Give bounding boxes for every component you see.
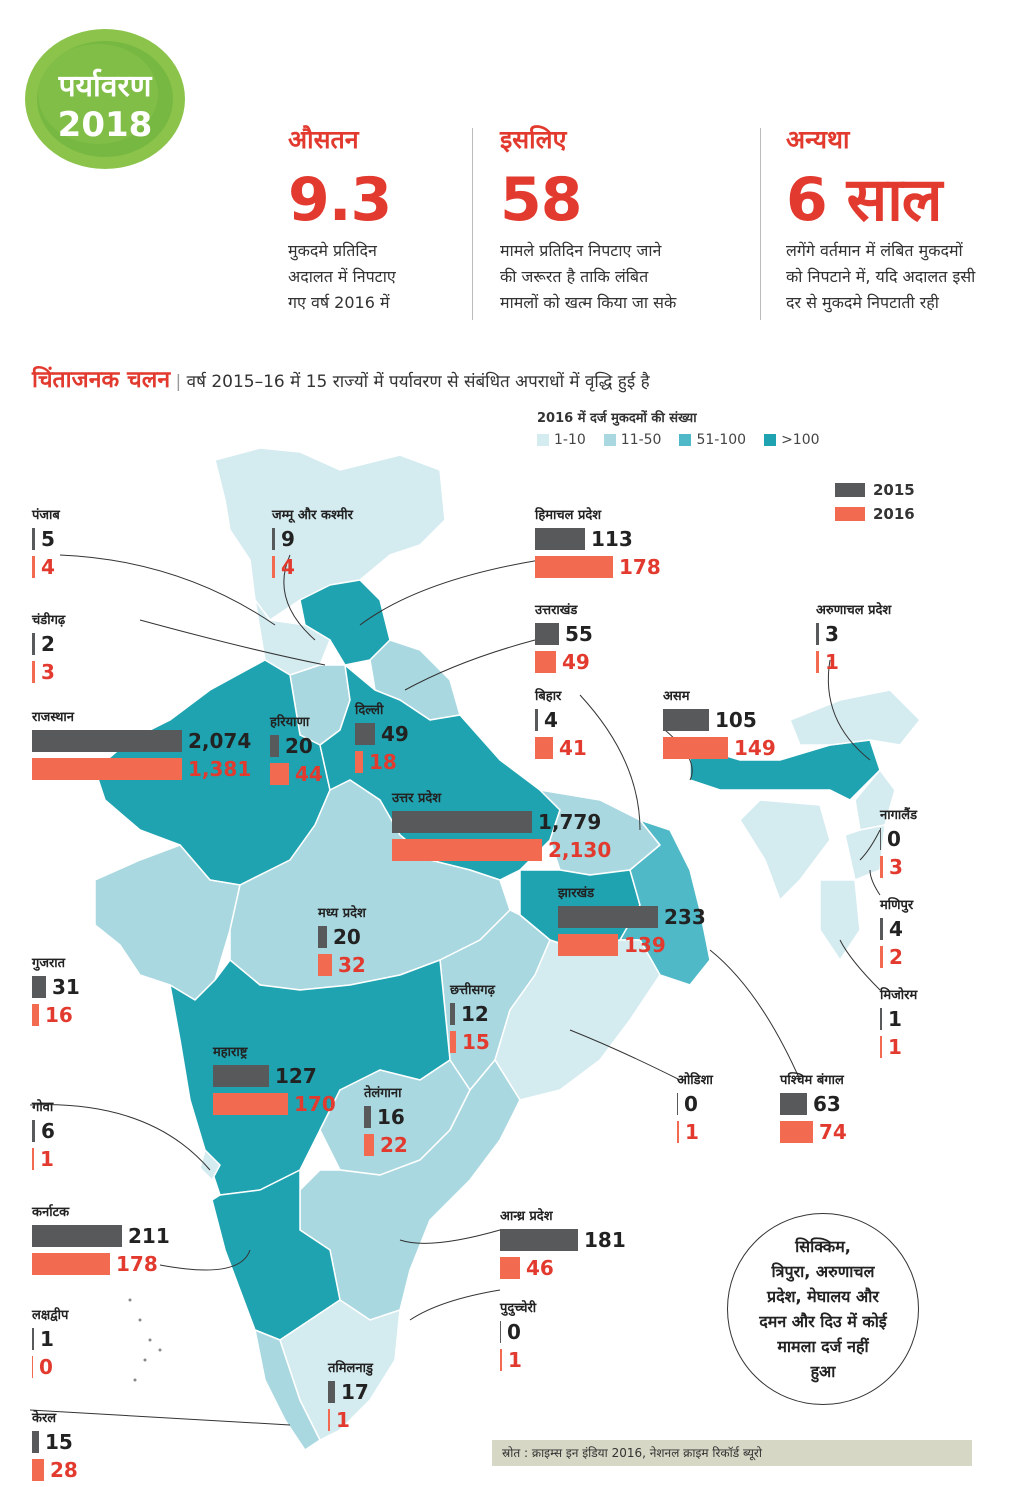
state-punjab: पंजाब 5 4 <box>32 508 60 579</box>
state-chandigarh: चंडीगढ़ 2 3 <box>32 613 66 684</box>
state-lakshadweep: लक्षद्वीप 1 0 <box>32 1308 69 1379</box>
stat-text-line: दर से मुकदमे निपटाती रही <box>786 293 939 312</box>
stat-head: औसतन <box>288 125 359 154</box>
state-manipur: मणिपुर 4 2 <box>880 898 914 969</box>
note-line: त्रिपुरा, अरुणाचल <box>771 1262 875 1281</box>
state-puducherry: पुदुच्चेरी 0 1 <box>500 1301 537 1372</box>
source-note: स्रोत : क्राइम्स इन इंडिया 2016, नेशनल क… <box>492 1440 972 1466</box>
state-telangana: तेलंगाना 16 22 <box>364 1086 408 1157</box>
state-assam: असम 105 149 <box>663 689 776 760</box>
stat-text-line: लगेंगे वर्तमान में लंबित मुकदमों <box>786 241 963 260</box>
state-tamil-nadu: तमिलनाडु 17 1 <box>328 1361 373 1432</box>
state-karnataka: कर्नाटक 211 178 <box>32 1205 170 1276</box>
region-goa <box>199 1149 221 1181</box>
environment-2018-badge: पर्यावरण 2018 <box>25 29 185 169</box>
leader-lines <box>29 554 881 1426</box>
legend-bin: 51-100 <box>679 432 746 448</box>
note-line: दमन और दिउ में कोई <box>759 1312 887 1331</box>
stat-text-line: की जरूरत है ताकि लंबित <box>500 267 649 286</box>
stat-text-line: अदालत में निपटाए <box>288 267 396 286</box>
badge-line1: पर्यावरण <box>58 68 153 104</box>
state-chhattisgarh: छत्तीसगढ़ 12 15 <box>450 983 495 1054</box>
state-nagaland: नागालैंड 0 3 <box>880 808 918 879</box>
note-line: सिक्किम, <box>795 1237 851 1256</box>
state-gujarat: गुजरात 31 16 <box>32 956 80 1027</box>
state-maharashtra: महाराष्ट्र 127 170 <box>213 1045 336 1116</box>
note-line: मामला दर्ज नहीं <box>777 1337 869 1356</box>
region-assam <box>689 739 881 801</box>
state-west-bengal: पश्चिम बंगाल 63 74 <box>780 1073 847 1144</box>
region-manipur <box>844 824 886 881</box>
legend-bin: 11-50 <box>603 432 661 448</box>
region-mizoram <box>819 879 861 961</box>
state-uttar-pradesh: उत्तर प्रदेश 1,779 2,130 <box>392 791 612 862</box>
divider <box>472 128 473 320</box>
stat-text-line: गए वर्ष 2016 में <box>288 293 390 312</box>
stat-therefore: इसलिए 58 मामले प्रतिदिन निपटाए जाने की ज… <box>500 122 750 316</box>
stat-text-line: मामले प्रतिदिन निपटाए जाने <box>500 241 662 260</box>
stat-value: 58 <box>500 165 583 235</box>
year-key: 2015 2016 <box>835 478 915 526</box>
state-mizoram: मिजोरम 1 1 <box>880 988 918 1059</box>
state-jammu-kashmir: जम्मू और कश्मीर 9 4 <box>272 508 353 579</box>
stat-value: 6 साल <box>786 165 942 235</box>
state-odisha: ओडिशा 0 1 <box>677 1073 713 1144</box>
headline-subtitle: वर्ष 2015–16 में 15 राज्यों में पर्यावरण… <box>186 372 650 392</box>
stat-text-line: मामलों को खत्म किया जा सके <box>500 293 677 312</box>
region-odisha <box>494 939 661 1101</box>
state-uttarakhand: उत्तराखंड 55 49 <box>535 603 593 674</box>
no-cases-note: सिक्किम, त्रिपुरा, अरुणाचल प्रदेश, मेघाल… <box>727 1213 919 1405</box>
region-arunachal <box>789 689 921 746</box>
state-delhi: दिल्ली 49 18 <box>355 703 409 774</box>
state-jharkhand: झारखंड 233 139 <box>558 886 706 957</box>
headline-title: चिंताजनक चलन <box>32 367 171 393</box>
stat-head: इसलिए <box>500 125 567 154</box>
map-legend: 2016 में दर्ज मुकदमों की संख्या 1-10 11-… <box>537 408 937 448</box>
region-nagaland <box>854 769 896 831</box>
legend-bin: 1-10 <box>537 432 586 448</box>
region-meghalaya-tripura <box>739 799 831 901</box>
state-haryana: हरियाणा 20 44 <box>270 715 323 786</box>
region-tamil-nadu <box>279 1299 401 1441</box>
badge-line2: 2018 <box>58 105 153 145</box>
note-line: प्रदेश, मेघालय और <box>767 1287 879 1306</box>
legend-title: 2016 में दर्ज मुकदमों की संख्या <box>537 411 697 426</box>
stat-head: अन्यथा <box>786 125 850 154</box>
headline: चिंताजनक चलन | वर्ष 2015–16 में 15 राज्य… <box>32 367 650 393</box>
year-2015-label: 2015 <box>873 481 915 499</box>
stat-otherwise: अन्यथा 6 साल लगेंगे वर्तमान में लंबित मु… <box>786 122 1021 316</box>
lakshadweep-islands <box>128 1298 162 1382</box>
divider <box>760 128 761 320</box>
stat-value: 9.3 <box>288 165 392 235</box>
state-goa: गोवा 6 1 <box>32 1100 55 1171</box>
state-arunachal-pradesh: अरुणाचल प्रदेश 3 1 <box>816 603 892 674</box>
state-bihar: बिहार 4 41 <box>535 689 587 760</box>
stat-text-line: मुकदमे प्रतिदिन <box>288 241 377 260</box>
stat-average: औसतन 9.3 मुकदमे प्रतिदिन अदालत में निपटा… <box>288 122 468 316</box>
note-line: हुआ <box>810 1362 836 1381</box>
state-himachal-pradesh: हिमाचल प्रदेश 113 178 <box>535 508 661 579</box>
legend-bin: >100 <box>764 432 820 448</box>
state-kerala: केरल 15 28 <box>32 1411 78 1482</box>
state-andhra-pradesh: आन्ध्र प्रदेश 181 46 <box>500 1209 626 1280</box>
stat-text-line: को निपटाने में, यदि अदालत इसी <box>786 267 976 286</box>
state-rajasthan: राजस्थान 2,074 1,381 <box>32 710 252 781</box>
year-2016-label: 2016 <box>873 505 915 523</box>
state-madhya-pradesh: मध्य प्रदेश 20 32 <box>318 906 366 977</box>
